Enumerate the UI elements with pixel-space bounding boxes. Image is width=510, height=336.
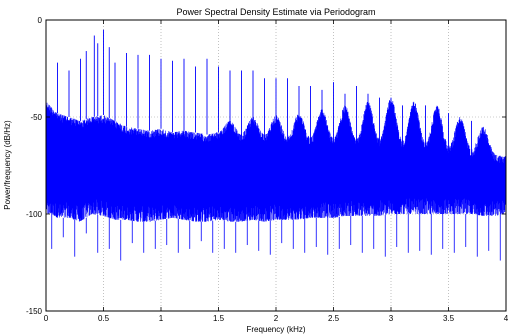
x-tick-label: 0	[44, 314, 49, 323]
psd-series	[45, 29, 507, 261]
x-tick-label: 1	[159, 314, 164, 323]
x-tick-label: 1.5	[213, 314, 225, 323]
y-axis-label: Power/frequency (dB/Hz)	[3, 120, 12, 210]
x-tick-label: 0.5	[98, 314, 110, 323]
x-tick-label: 4	[504, 314, 509, 323]
y-tick-label: -100	[26, 210, 43, 219]
y-tick-label: -150	[26, 307, 43, 316]
x-tick-label: 3.5	[443, 314, 455, 323]
x-tick-label: 3	[389, 314, 394, 323]
y-tick-label: -50	[30, 113, 42, 122]
x-tick-label: 2	[274, 314, 279, 323]
y-tick-label: 0	[38, 16, 43, 25]
x-tick-label: 2.5	[328, 314, 340, 323]
axis-ticks: 0 0.5 1 1.5 2 2.5 3 3.5 4 -150 -100 -50 0	[26, 16, 509, 323]
x-axis-label: Frequency (kHz)	[246, 325, 305, 334]
chart-title: Power Spectral Density Estimate via Peri…	[176, 7, 375, 17]
